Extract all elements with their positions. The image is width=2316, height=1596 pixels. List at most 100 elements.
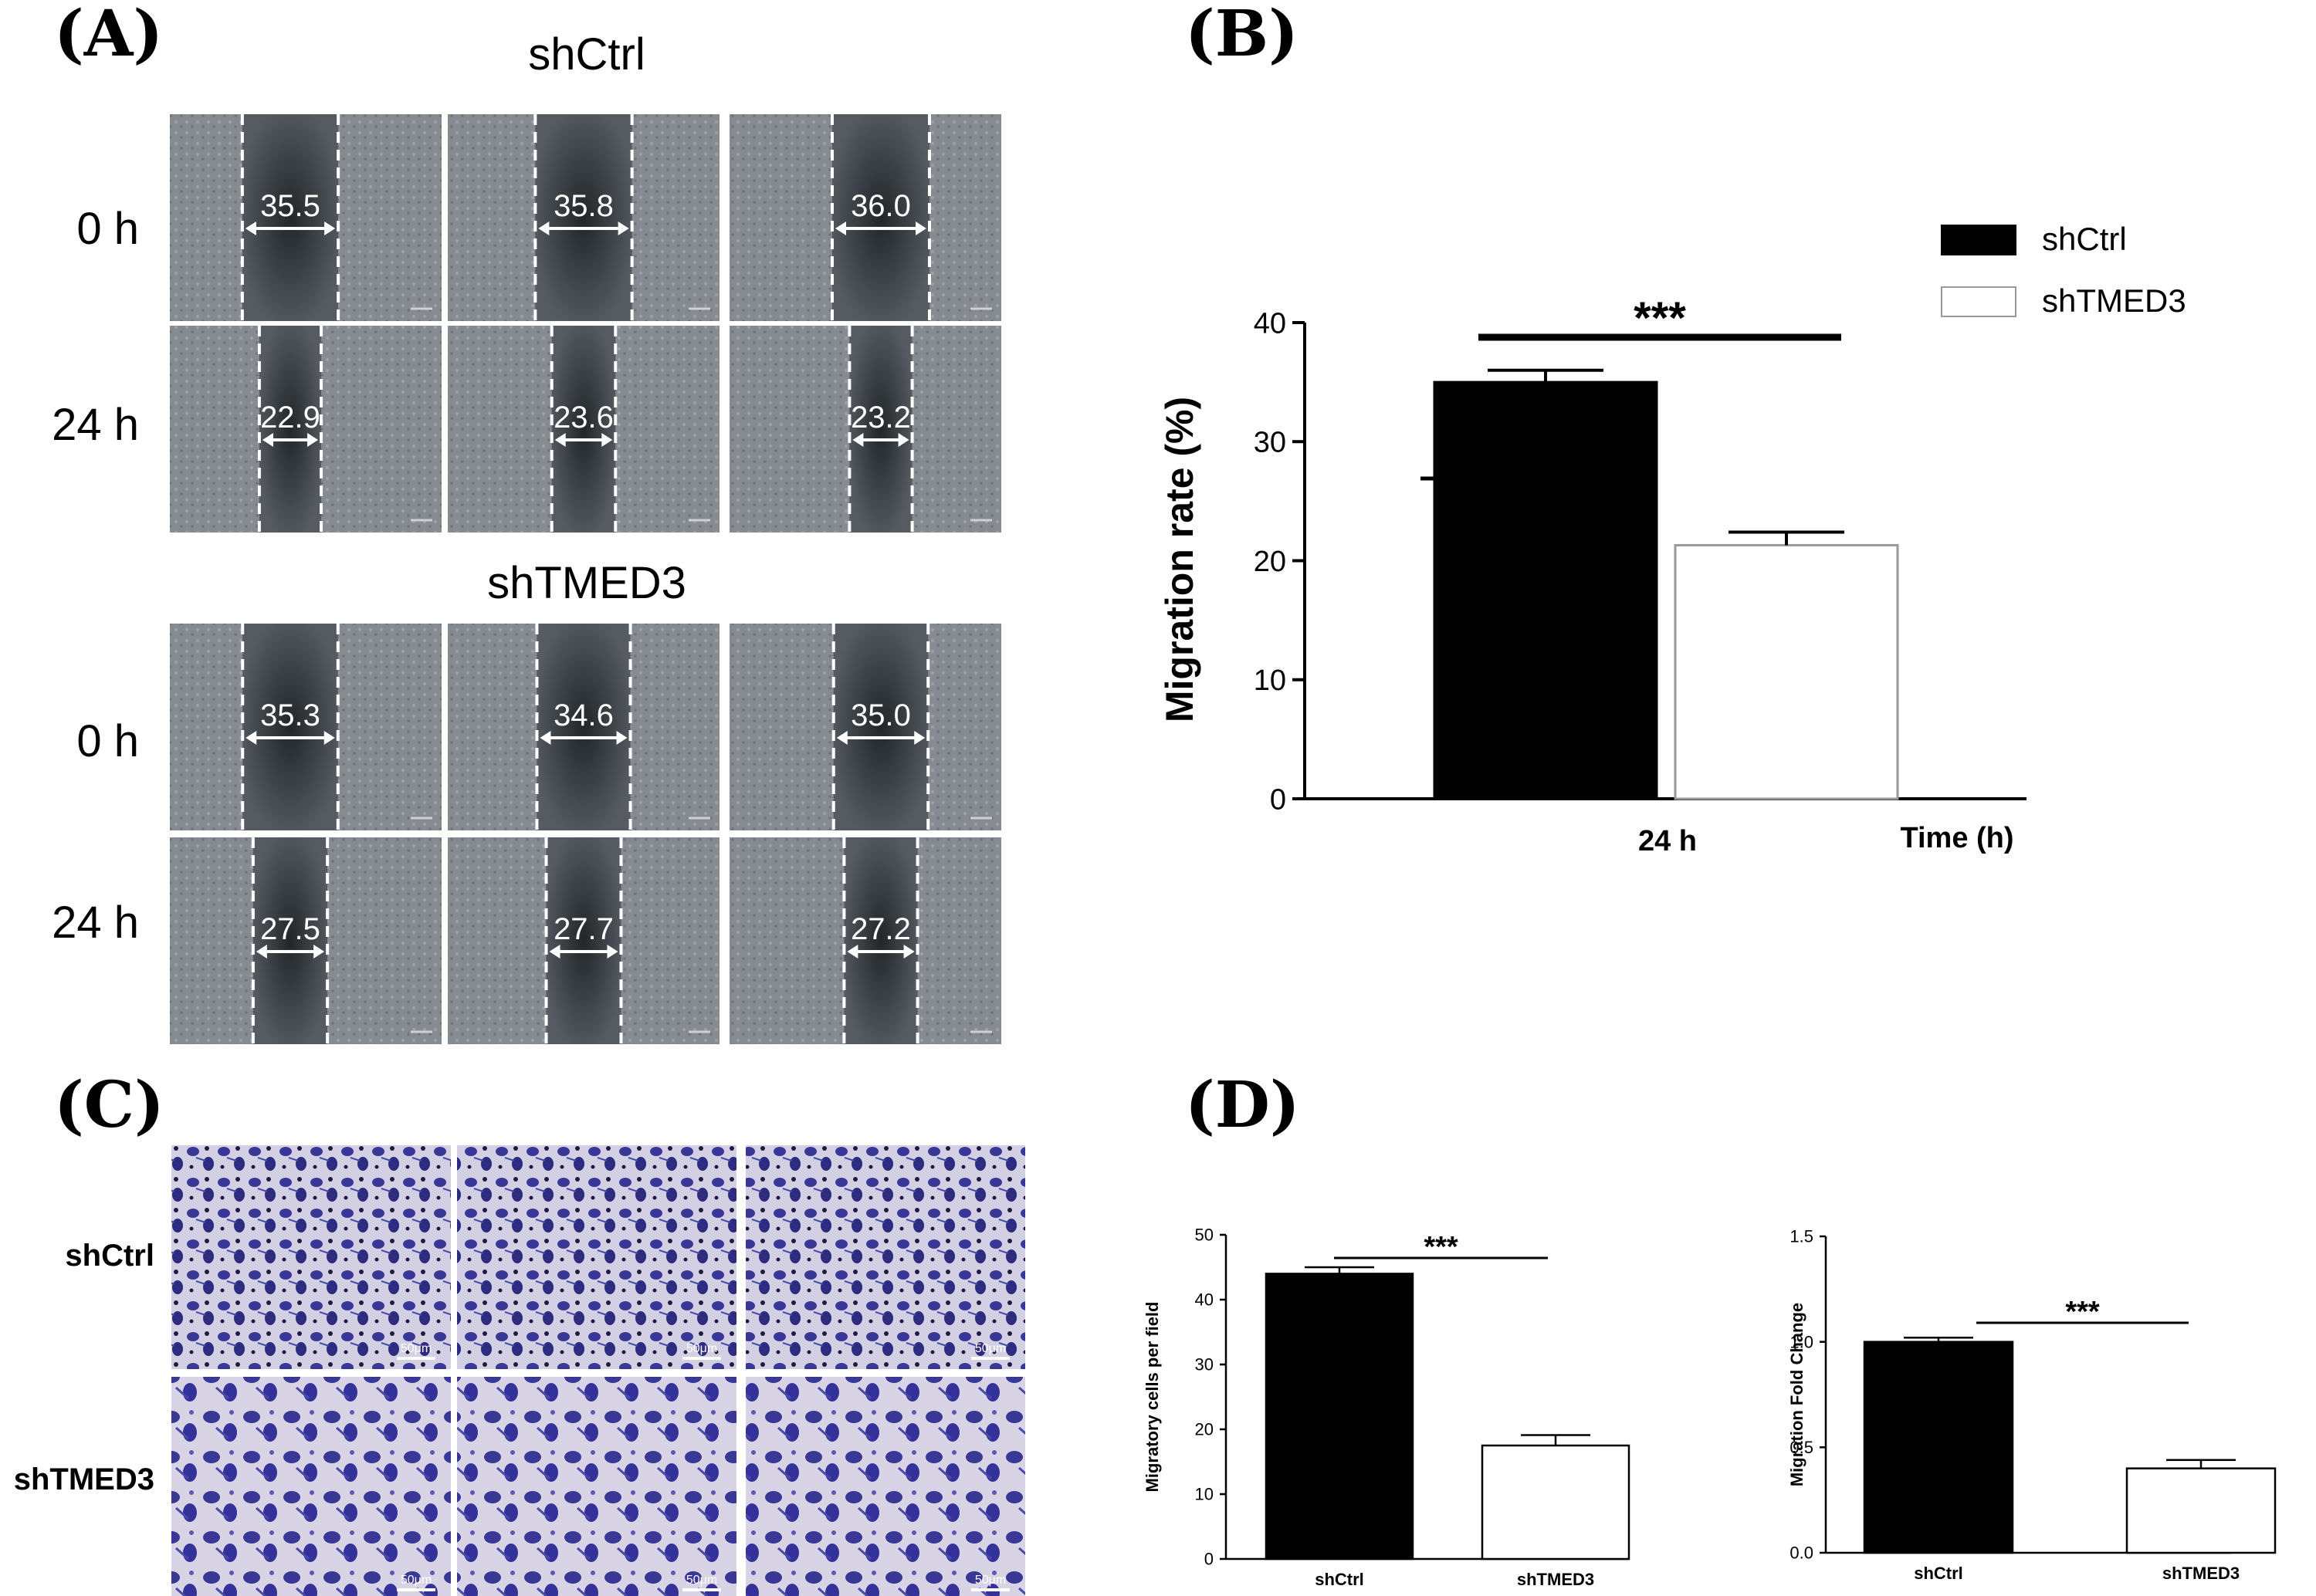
y-tick-label: 50 — [1195, 1226, 1214, 1245]
bar — [1863, 1341, 2014, 1554]
width-arrow-head — [307, 433, 319, 447]
wound-width-label: 35.0 — [851, 698, 911, 732]
wound-gap — [833, 624, 929, 830]
chart-d1: 0 10 20 30 40 50 Migratory cells per field shCt… — [1143, 1226, 1630, 1589]
panel-letter-d: (D) — [1185, 1068, 1300, 1142]
wound-width-label: 27.2 — [851, 912, 911, 946]
wound-gap — [832, 114, 929, 321]
width-arrow-head — [898, 433, 909, 447]
transwell-tile — [746, 1145, 1025, 1369]
scale-bar-label: 50μm — [401, 1574, 432, 1587]
panel-a-micrographs: 35.5 35.8 36.0 22.9 23.6 23.2 35.3 34.6 35.0 27.5… — [170, 114, 1001, 1044]
panel-c-micrographs: 50μm 50μm 50μm 50μm 50μm 50μm — [171, 1145, 1025, 1596]
y-tick-label: 0.5 — [1789, 1438, 1813, 1457]
scale-bar-label: 50μm — [975, 1342, 1006, 1355]
width-arrow-head — [914, 731, 926, 745]
panel-letter-a: (A) — [54, 0, 163, 71]
transwell-tile — [457, 1145, 736, 1369]
y-tick-label: 30 — [1195, 1355, 1214, 1375]
scale-bar-label: 50μm — [686, 1342, 717, 1355]
wound-gap — [537, 624, 631, 830]
wound-gap — [844, 837, 918, 1044]
y-tick-label: 0 — [1204, 1550, 1214, 1569]
width-arrow-head — [554, 433, 566, 447]
wound-gap — [535, 114, 632, 321]
scale-bar-label: 50μm — [401, 1342, 432, 1355]
legend-label: shTMED3 — [2042, 282, 2186, 319]
legend-swatch — [1941, 225, 2016, 255]
wound-width-label: 27.5 — [260, 912, 320, 946]
legend-swatch — [1941, 286, 2016, 317]
width-arrow-head — [245, 221, 256, 235]
wound-gap — [242, 114, 339, 321]
width-arrow-head — [847, 945, 858, 959]
panel-c-row-label: shTMED3 — [14, 1462, 154, 1496]
wound-width-label: 27.7 — [554, 912, 614, 946]
width-arrow-head — [245, 731, 257, 745]
bar — [1265, 1273, 1414, 1560]
bar — [1481, 1444, 1630, 1560]
wound-gap — [252, 837, 328, 1044]
y-tick-label: 40 — [1195, 1290, 1214, 1310]
width-arrow-head — [618, 221, 629, 235]
width-arrow-head — [549, 945, 560, 959]
wound-width-label: 22.9 — [260, 401, 320, 435]
chart-d2: 0.0 0.5 1.0 1.5 Migration Fold Change shCtrl s… — [1787, 1227, 2277, 1583]
transwell-tile — [171, 1145, 451, 1369]
panel-a-row-label: 24 h — [52, 400, 139, 450]
panel-letter-c: (C) — [54, 1068, 164, 1142]
width-arrow-head — [324, 221, 336, 235]
wound-width-label: 35.8 — [554, 189, 614, 223]
y-axis-label: Migratory cells per field — [1143, 1302, 1162, 1493]
width-arrow-head — [256, 945, 267, 959]
wound-gap — [849, 326, 913, 533]
wound-gap — [546, 837, 621, 1044]
x-tick-label: shTMED3 — [2162, 1564, 2240, 1583]
y-tick-label: 20 — [1195, 1420, 1214, 1439]
x-axis-label: Time (h) — [1900, 822, 2013, 854]
width-arrow-head — [835, 221, 846, 235]
width-arrow-head — [540, 731, 551, 745]
bar — [1674, 543, 1899, 800]
width-arrow-head — [852, 433, 864, 447]
significance-stars: *** — [1634, 293, 1686, 343]
y-tick-label: 40 — [1254, 307, 1286, 340]
y-tick-label: 20 — [1254, 546, 1286, 578]
wound-width-label: 23.6 — [554, 401, 614, 435]
panel-a-title-shctrl: shCtrl — [528, 29, 645, 79]
y-tick-label: 0 — [1270, 783, 1286, 816]
wound-width-label: 35.3 — [260, 698, 320, 732]
transwell-tile — [171, 1377, 451, 1596]
transwell-tile — [746, 1377, 1025, 1596]
scale-bar-label: 50μm — [686, 1574, 717, 1587]
panel-a-title-shtmed3: shTMED3 — [487, 558, 686, 608]
y-axis-label: Migration Fold Change — [1787, 1303, 1806, 1486]
wound-width-label: 36.0 — [851, 189, 911, 223]
y-tick-label: 10 — [1195, 1485, 1214, 1504]
width-arrow-head — [616, 731, 628, 745]
width-arrow-head — [313, 945, 325, 959]
y-axis-label: Migration rate (%) — [1158, 397, 1201, 722]
wound-width-label: 23.2 — [851, 401, 911, 435]
wound-width-label: 35.5 — [260, 189, 320, 223]
width-arrow-head — [323, 731, 335, 745]
legend-label: shCtrl — [2042, 221, 2127, 257]
bar — [2125, 1467, 2277, 1554]
width-arrow-head — [607, 945, 618, 959]
width-arrow-head — [262, 433, 273, 447]
width-arrow-head — [916, 221, 926, 235]
panel-c-row-label: shCtrl — [65, 1239, 154, 1273]
bar — [1433, 380, 1658, 800]
x-tick-label: shTMED3 — [1517, 1570, 1594, 1589]
wound-gap — [242, 624, 338, 830]
y-tick-label: 30 — [1254, 427, 1286, 459]
x-tick-label: shCtrl — [1914, 1564, 1963, 1583]
width-arrow-head — [836, 731, 848, 745]
y-tick-label: 1.5 — [1789, 1227, 1813, 1246]
width-arrow-head — [601, 433, 613, 447]
y-tick-label: 0.0 — [1789, 1544, 1813, 1563]
significance-stars: *** — [2065, 1296, 2100, 1328]
panel-a-row-label: 24 h — [52, 898, 139, 948]
y-tick-label: 10 — [1254, 664, 1286, 697]
